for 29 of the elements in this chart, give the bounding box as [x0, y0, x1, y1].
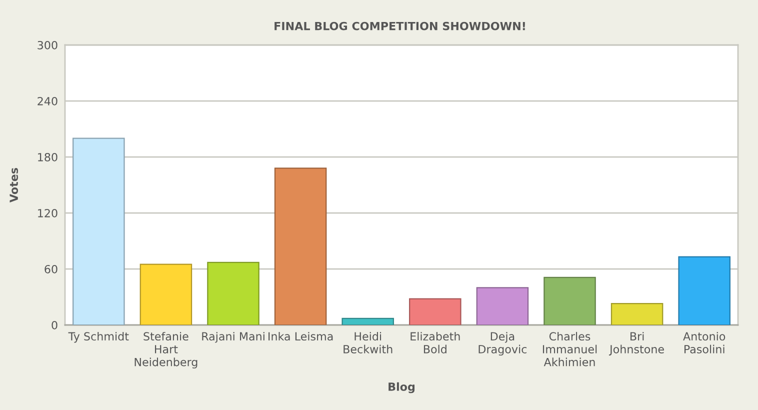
- y-tick-label: 300: [38, 40, 58, 50]
- y-axis-title: Votes: [10, 168, 18, 202]
- x-tick-label: Bri Johnstone: [608, 332, 664, 356]
- x-tick-label: Deja Dragovic: [478, 332, 527, 356]
- bar: [409, 298, 462, 325]
- y-tick-label: 0: [52, 320, 58, 330]
- bar: [610, 302, 664, 325]
- y-tick-label: 120: [38, 208, 58, 218]
- x-tick-label: Heidi Beckwith: [344, 332, 392, 354]
- y-tick-label: 240: [38, 96, 58, 106]
- bar: [274, 168, 327, 325]
- x-tick-label: Inka Leisma: [268, 332, 333, 341]
- x-axis-title: Blog: [388, 382, 414, 394]
- x-tick-label: Stefanie Hart Neidenberg: [134, 332, 198, 368]
- x-tick-label: Charles Immanuel Akhimien: [542, 332, 597, 366]
- y-tick-label: 180: [38, 152, 58, 162]
- bar: [72, 138, 125, 325]
- x-tick-label: Elizabeth Bold: [410, 332, 460, 354]
- bar: [476, 287, 529, 325]
- chart-title: FINAL BLOG COMPETITION SHOWDOWN!: [274, 22, 525, 30]
- x-tick-label: Antonio Pasolini: [683, 332, 726, 354]
- bar: [544, 276, 596, 325]
- y-tick-label: 60: [44, 264, 58, 274]
- bar: [207, 262, 260, 325]
- x-tick-label: Rajani Mani: [202, 332, 264, 343]
- bar: [140, 264, 192, 325]
- bar: [678, 256, 730, 325]
- x-tick-label: Ty Schmidt: [68, 332, 129, 343]
- bar: [342, 318, 394, 325]
